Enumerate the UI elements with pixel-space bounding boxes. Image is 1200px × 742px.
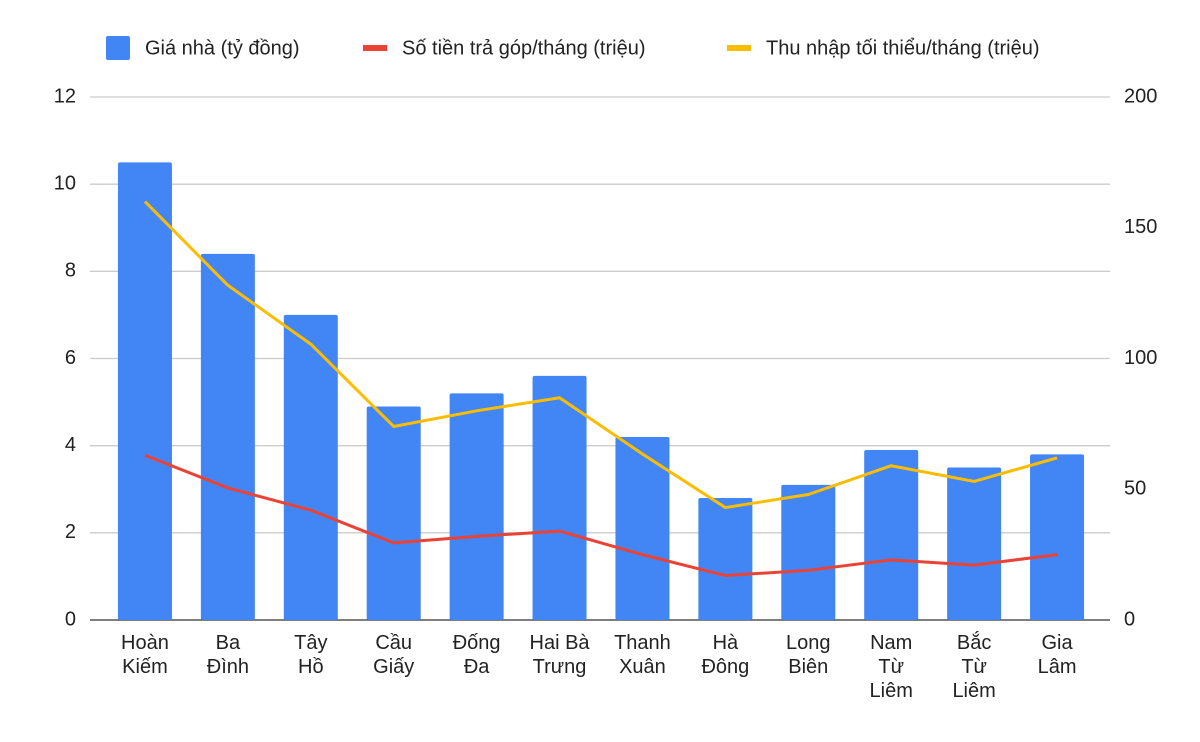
y-tick-label: 12 xyxy=(54,85,76,107)
bar xyxy=(698,497,753,620)
bar xyxy=(1030,454,1085,620)
legend-swatch xyxy=(106,36,130,60)
bar xyxy=(200,253,255,620)
x-tick-label: Bắc Từ Liêm xyxy=(952,631,995,702)
bar xyxy=(283,314,338,620)
x-tick-label: Hà Đông xyxy=(701,632,749,678)
x-tick-label: Cầu Giấy xyxy=(373,632,414,678)
x-tick-label: Thanh Xuân xyxy=(614,632,671,678)
y2-tick-label: 0 xyxy=(1124,608,1135,630)
bar xyxy=(366,406,421,620)
line xyxy=(144,453,1058,578)
bar xyxy=(117,162,172,620)
x-tick-label: Gia Lâm xyxy=(1038,632,1077,678)
y-tick-label: 10 xyxy=(54,172,76,194)
y2-tick-label: 100 xyxy=(1124,347,1157,369)
x-tick-label: Hoàn Kiếm xyxy=(121,632,169,678)
x-tick-label: Tây Hồ xyxy=(294,632,327,678)
line xyxy=(143,200,1058,510)
x-tick-label: Ba Đình xyxy=(207,632,249,678)
legend-label: Số tiền trả góp/tháng (triệu) xyxy=(402,37,645,59)
bar xyxy=(449,393,504,620)
y-tick-label: 2 xyxy=(65,521,76,543)
legend-label: Giá nhà (tỷ đồng) xyxy=(145,37,300,59)
bar xyxy=(781,484,836,620)
x-tick-label: Nam Từ Liêm xyxy=(870,632,913,702)
bar xyxy=(947,467,1002,620)
bar xyxy=(615,436,670,620)
y-tick-label: 4 xyxy=(65,434,76,456)
y-tick-label: 6 xyxy=(65,347,76,369)
y2-tick-label: 200 xyxy=(1124,85,1157,107)
bar xyxy=(864,450,919,620)
y2-tick-label: 50 xyxy=(1124,478,1146,500)
x-tick-label: Long Biên xyxy=(786,632,831,678)
y2-tick-label: 150 xyxy=(1124,216,1157,238)
x-tick-label: Đống Đa xyxy=(453,632,501,678)
y-tick-label: 8 xyxy=(65,260,76,282)
legend-swatch xyxy=(363,45,387,51)
x-tick-label: Hai Bà Trưng xyxy=(530,632,591,678)
legend-label: Thu nhập tối thiểu/tháng (triệu) xyxy=(766,37,1040,59)
legend-swatch xyxy=(727,45,751,51)
bar xyxy=(532,375,587,620)
y-tick-label: 0 xyxy=(65,608,76,630)
